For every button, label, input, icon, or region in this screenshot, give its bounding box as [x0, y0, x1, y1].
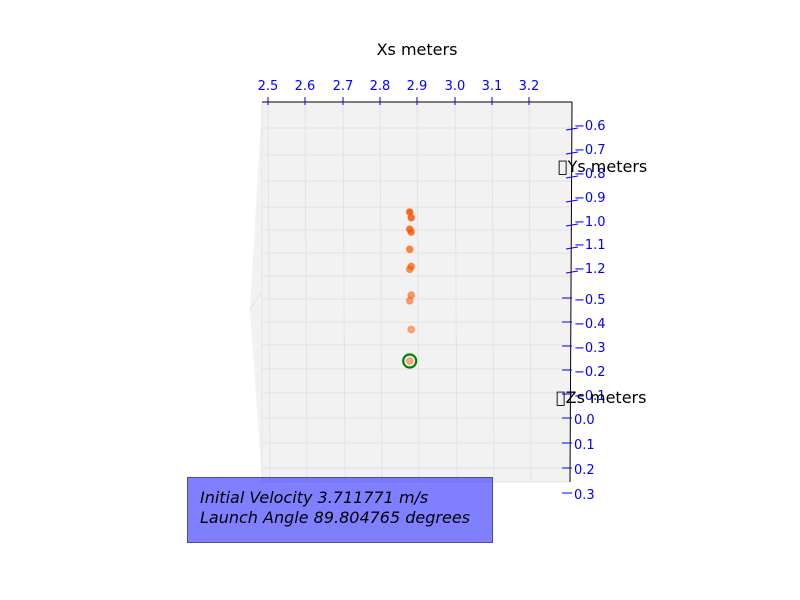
data-point	[405, 208, 414, 216]
data-point	[405, 225, 414, 234]
y-tick-label: −0.7	[574, 143, 606, 158]
grid-line-x	[454, 101, 458, 481]
data-point	[407, 291, 416, 300]
y-tick-mark	[565, 223, 579, 227]
y-tick-mark	[565, 246, 579, 250]
x-tick-label: 2.7	[333, 79, 354, 94]
z-tick-label: −0.2	[574, 365, 606, 380]
yz-axis-line	[569, 101, 573, 483]
launch-angle-text: Launch Angle 89.804765 degrees	[200, 508, 471, 527]
grid-line-x	[379, 101, 383, 481]
data-point	[405, 245, 414, 254]
grid-line-x	[491, 101, 495, 481]
x-tick-label: 2.9	[407, 79, 428, 94]
x-tick-label: 3.0	[445, 79, 466, 94]
data-point	[407, 325, 416, 334]
y-tick-label: −0.8	[574, 167, 606, 182]
initial-velocity-text: Initial Velocity 3.711771 m/s	[200, 488, 429, 507]
z-tick-label: 0.1	[574, 438, 595, 453]
z-tick-label: 0.2	[574, 463, 595, 478]
grid-line-x	[342, 101, 346, 481]
z-tick-label: −0.3	[574, 341, 606, 356]
y-tick-label: −1.2	[574, 262, 606, 277]
grid-line-x	[416, 101, 420, 481]
y-tick-mark	[565, 199, 579, 203]
y-tick-label: −0.9	[574, 191, 606, 206]
z-tick-label: 0.0	[574, 413, 595, 428]
data-points	[405, 208, 416, 365]
grid-line-x	[528, 101, 532, 481]
x-axis-title: Xs meters	[377, 40, 458, 59]
info-box: Initial Velocity 3.711771 m/s Launch Ang…	[187, 477, 493, 543]
x-tick-label: 2.6	[295, 79, 316, 94]
x-tick-label: 3.1	[482, 79, 503, 94]
y-tick-label: −1.0	[574, 215, 606, 230]
y-tick-mark	[565, 175, 579, 179]
data-point	[405, 357, 414, 365]
z-axis-title:  Zs meters	[556, 388, 646, 407]
z-tick-label: −0.5	[574, 293, 606, 308]
y-tick-mark	[565, 127, 579, 131]
y-axis-title:  Ys meters	[558, 157, 647, 176]
x-tick-label: 3.2	[519, 79, 540, 94]
grid-line-x	[304, 101, 308, 481]
data-point	[407, 262, 416, 271]
y-tick-label: −1.1	[574, 238, 606, 253]
grid-line-x	[267, 101, 271, 481]
x-tick-label: 2.5	[258, 79, 279, 94]
z-tick-labels: −0.5 −0.4 −0.3 −0.2 −0.1 0.0 0.1 0.2 0.3	[574, 293, 606, 503]
y-tick-mark	[565, 151, 579, 155]
y-tick-labels: −0.6 −0.7 −0.8 −0.9 −1.0 −1.1 −1.2	[574, 119, 606, 277]
y-tick-label: −0.6	[574, 119, 606, 134]
z-tick-label: −0.4	[574, 317, 606, 332]
x-tick-label: 2.8	[370, 79, 391, 94]
launch-point-marker	[402, 353, 418, 369]
y-tick-mark	[565, 270, 579, 274]
z-tick-label: 0.3	[574, 488, 595, 503]
x-tick-labels: 2.5 2.6 2.7 2.8 2.9 3.0 3.1 3.2	[258, 79, 540, 94]
grid-line-d	[249, 289, 263, 311]
z-tick-label: −0.1	[574, 389, 606, 404]
